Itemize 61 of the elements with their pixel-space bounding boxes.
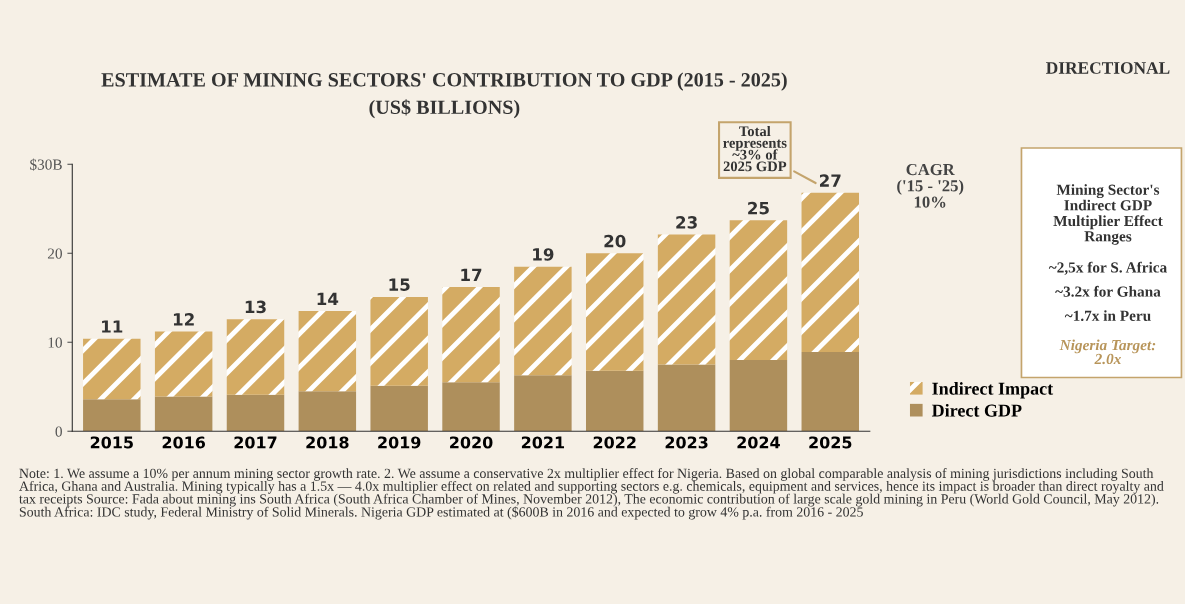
bar — [729, 360, 788, 432]
bar — [83, 399, 141, 432]
bar — [585, 370, 644, 432]
text: Nigeria Target: 2.0x — [1059, 339, 1156, 365]
bar — [801, 352, 860, 432]
total-label: 19 — [533, 248, 554, 261]
annotation: Total represents ~3% of 2025 GDP — [723, 125, 787, 172]
x-tick-label: 2021 — [521, 436, 565, 449]
total-label: 17 — [461, 268, 482, 281]
bar — [657, 234, 716, 365]
x-tick-label: 2025 — [809, 436, 852, 449]
y-tick-label: 10 — [48, 337, 62, 348]
bar — [83, 338, 141, 400]
bar — [514, 266, 572, 376]
y-tick-label: 20 — [47, 248, 62, 259]
x-tick-label: 2024 — [737, 436, 780, 449]
x-tick-label: 2019 — [378, 436, 421, 449]
bar — [657, 364, 716, 432]
bar — [442, 382, 500, 432]
bar — [801, 192, 860, 353]
total-label: 14 — [317, 292, 339, 305]
chart-subtitle: (US$ BILLIONS) — [369, 99, 520, 119]
total-label: 15 — [389, 278, 410, 291]
text: Mining Sector's Indirect GDP Multiplier Effect Ranges — [1053, 184, 1163, 245]
bar — [298, 391, 357, 432]
legend-label: Indirect Impact — [932, 382, 1054, 399]
bar — [370, 296, 428, 386]
bar — [154, 396, 213, 432]
text: CAGR ('15 - '25) 10% — [897, 163, 964, 208]
total-label: 13 — [245, 300, 266, 314]
total-label: 11 — [102, 320, 123, 333]
total-label: 27 — [820, 174, 841, 187]
total-label: 25 — [748, 201, 769, 215]
bar — [226, 319, 285, 395]
text: ~1.7x in Peru — [1064, 310, 1151, 321]
bar — [298, 311, 357, 392]
x-tick-label: 2023 — [665, 436, 708, 449]
text: Note: 1. We assume a 10% per annum mining sector growth rate. 2. We assume a conservative 2x multiplier effect for Nigeria. Based on global comparable analysis of mining jurisdictions including South Africa, Ghana and Australia. Mining typically has a 1.5x — 4.0x multiplier effect on related and supporting sectors e.g. chemicals, equipment and services, hence its impact is broader than direct royalty and tax receipts Source: Fada about mining ins South Africa (South Africa Chamber of Mines, November 2012), The economic contribution of large scale gold mining in Peru (World Gold Council, May 2012). South Africa: IDC study, Federal Ministry of Solid Minerals. Nigeria GDP estimated at ($600B in 2016 and expected to grow 4% p.a. from 2016 - 2025 — [19, 468, 1164, 520]
total-label: 20 — [604, 234, 626, 248]
total-label: 12 — [173, 313, 194, 326]
x-tick-label: 2017 — [234, 436, 277, 449]
bar — [154, 331, 213, 397]
x-tick-label: 2015 — [90, 436, 133, 449]
legend-label: Direct GDP — [931, 403, 1022, 417]
bar — [585, 253, 644, 371]
text: ~3.2x for Ghana — [1055, 285, 1161, 297]
x-tick-label: 2016 — [162, 436, 206, 449]
bar — [226, 394, 285, 432]
total-label: 23 — [676, 216, 697, 229]
x-tick-label: 2018 — [306, 436, 349, 449]
bar — [370, 385, 428, 432]
y-tick-label: 0 — [55, 426, 62, 437]
x-tick-label: 2022 — [593, 436, 636, 449]
bar — [514, 375, 572, 432]
bar — [442, 287, 500, 383]
text: ~2,5x for S. Africa — [1048, 261, 1167, 275]
chart-title: ESTIMATE OF MINING SECTORS' CONTRIBUTION TO GDP (2015 - 2025) — [101, 72, 787, 91]
x-tick-label: 2020 — [450, 436, 493, 449]
text: DIRECTIONAL — [1046, 62, 1170, 74]
bar — [729, 220, 788, 361]
y-tick-label: $30B — [30, 158, 62, 171]
